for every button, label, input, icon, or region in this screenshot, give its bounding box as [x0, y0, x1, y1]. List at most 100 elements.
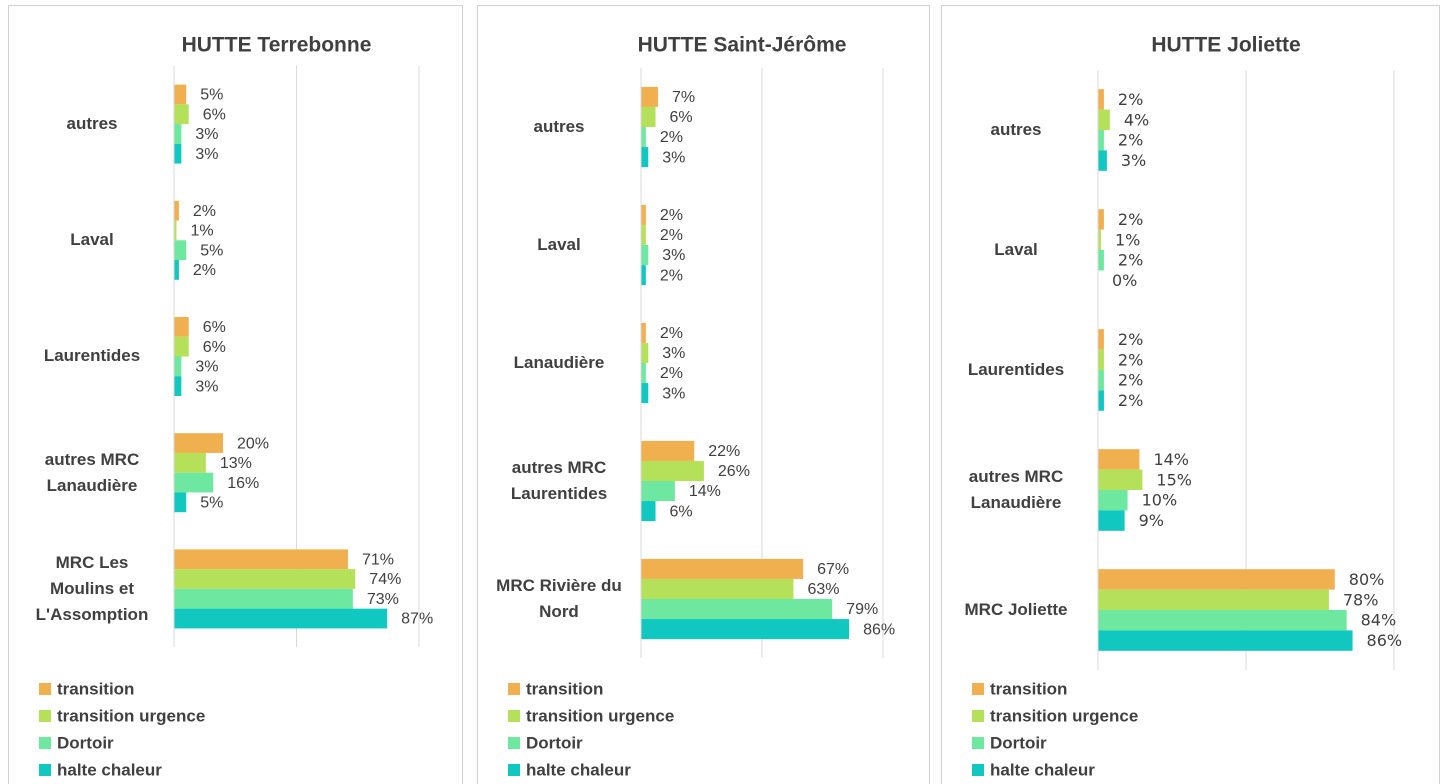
value-label: 2% — [660, 129, 683, 146]
value-label: 6% — [670, 503, 693, 520]
bar — [641, 265, 646, 286]
bar — [1098, 89, 1104, 110]
bar — [641, 460, 704, 481]
legend-swatch — [972, 764, 984, 776]
category-label: Laurentides — [43, 346, 141, 366]
category-label-box: autres — [990, 120, 1041, 139]
value-label: 26% — [718, 463, 750, 480]
category-label-box: Lanaudière — [514, 353, 605, 372]
legend-swatch — [39, 683, 51, 695]
value-label: 2% — [193, 262, 216, 279]
value-label: 3% — [662, 385, 685, 402]
value-label: 2% — [1118, 371, 1143, 390]
legend-label: halte chaleur — [57, 760, 162, 779]
legend-label: transition urgence — [526, 706, 674, 725]
bar — [1098, 449, 1140, 470]
bar — [641, 86, 658, 107]
bar — [641, 342, 649, 363]
legend-swatch — [508, 737, 520, 749]
value-label: 2% — [1118, 210, 1143, 229]
bar — [641, 383, 649, 404]
value-label: 0% — [1112, 271, 1137, 290]
bar — [641, 501, 656, 522]
bar — [174, 452, 206, 473]
category-label-box: autres — [533, 117, 584, 136]
bar — [174, 588, 353, 609]
legend-swatch — [39, 764, 51, 776]
category-label-box: MRC Les Moulins et L'Assomption — [35, 552, 149, 624]
value-label: 3% — [662, 149, 685, 166]
value-label: 3% — [195, 126, 218, 143]
value-label: 2% — [660, 227, 683, 244]
bar — [1098, 569, 1335, 590]
value-label: 15% — [1156, 470, 1192, 489]
category-label: autres MRC Laurentides — [510, 458, 608, 503]
bar — [1098, 329, 1104, 350]
chart-title: HUTTE Saint-Jérôme — [638, 34, 847, 57]
value-label: 3% — [662, 345, 685, 362]
bar — [1098, 229, 1101, 250]
bar — [1098, 390, 1104, 411]
category-label: MRC Les Moulins et L'Assomption — [35, 552, 149, 624]
bar — [641, 245, 649, 266]
bar — [641, 599, 833, 620]
bar — [174, 104, 189, 125]
bar — [174, 84, 187, 105]
value-label: 7% — [672, 89, 695, 106]
value-label: 1% — [1115, 230, 1140, 249]
bar — [1098, 250, 1104, 271]
value-label: 6% — [203, 339, 226, 356]
value-label: 3% — [195, 146, 218, 163]
chart-panel: HUTTE Joliette autres 2% 4% 2% 3% Laval 2% 1% 2% 0… — [941, 5, 1440, 784]
category-label: autres MRC Lanaudière — [968, 467, 1064, 512]
bar — [1098, 630, 1353, 651]
category-label-box: MRC Joliette — [964, 600, 1068, 619]
bar — [641, 147, 649, 168]
value-label: 2% — [1118, 330, 1143, 349]
legend-swatch — [508, 710, 520, 722]
chart: HUTTE Jolietteautres2%4%2%3%Laval2%1%2%0… — [964, 34, 1403, 780]
bar — [174, 472, 214, 493]
legend-label: transition — [990, 679, 1067, 698]
value-label: 22% — [708, 443, 740, 460]
bar — [641, 578, 794, 599]
bar — [174, 200, 179, 221]
value-label: 3% — [195, 359, 218, 376]
legend-label: transition — [526, 679, 603, 698]
value-label: 14% — [1153, 450, 1189, 469]
chart: HUTTE Terrebonne autres 5% 6% 3% 3% Laval 2% 1% 5… — [35, 34, 434, 780]
bar — [174, 376, 182, 397]
value-label: 2% — [193, 203, 216, 220]
chart: HUTTE Saint-Jérôme autres 7% 6% 2% 3% Laval 2% 2… — [496, 34, 895, 780]
category-label: Laval — [994, 240, 1038, 259]
value-label: 5% — [200, 87, 223, 104]
category-label: autres MRC Lanaudière — [44, 449, 140, 495]
bar — [174, 492, 187, 513]
value-label: 74% — [369, 571, 401, 588]
value-label: 6% — [670, 109, 693, 126]
value-label: 2% — [660, 207, 683, 224]
value-label: 6% — [203, 319, 226, 336]
legend-label: Dortoir — [990, 733, 1047, 752]
bar — [641, 204, 646, 225]
bar — [641, 619, 850, 640]
category-label: MRC Joliette — [964, 600, 1068, 619]
bar — [174, 316, 189, 337]
value-label: 10% — [1142, 491, 1178, 510]
value-label: 3% — [662, 247, 685, 264]
legend-swatch — [508, 764, 520, 776]
bar — [1098, 589, 1329, 610]
bar — [641, 127, 646, 148]
bar — [641, 106, 656, 127]
category-label-box: Laval — [994, 240, 1038, 259]
bar — [1098, 130, 1104, 151]
legend-label: transition — [57, 679, 134, 698]
chart-title: HUTTE Joliette — [1151, 34, 1300, 57]
category-label: Laval — [70, 230, 114, 250]
value-label: 13% — [220, 455, 252, 472]
bar — [174, 569, 356, 589]
chart-panel: HUTTE Terrebonne autres 5% 6% 3% 3% Laval 2% 1% 5… — [8, 5, 463, 784]
value-label: 2% — [1118, 90, 1143, 109]
bar — [1098, 370, 1104, 391]
